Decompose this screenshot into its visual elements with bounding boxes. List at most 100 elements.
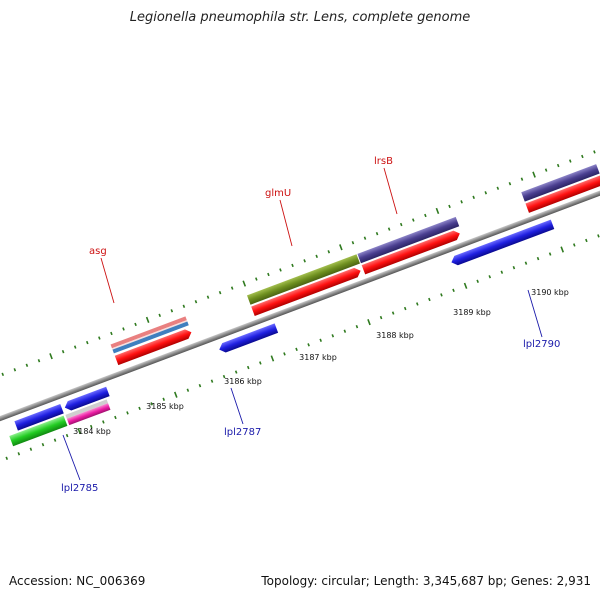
- upper-minor-tick: [303, 259, 306, 263]
- lower-minor-tick: [126, 411, 129, 415]
- lower-minor-tick: [379, 315, 383, 320]
- lower-minor-tick: [548, 252, 552, 256]
- upper-minor-tick: [327, 250, 331, 254]
- lower-minor-tick: [114, 415, 117, 420]
- gene-label-glmU: glmU: [265, 188, 291, 199]
- upper-minor-tick: [569, 159, 572, 163]
- lower-minor-tick: [295, 347, 298, 352]
- lpl2790-blue-gene: [451, 219, 555, 266]
- upper-minor-tick: [13, 368, 17, 372]
- lower-major-tick: [173, 391, 178, 398]
- upper-minor-tick: [158, 313, 162, 318]
- lower-minor-tick: [138, 406, 141, 411]
- asg-white-bar: [111, 320, 188, 350]
- glmU-leader: [279, 199, 293, 247]
- lpl2790-leader: [527, 289, 543, 338]
- upper-minor-tick: [593, 150, 596, 154]
- lower-minor-tick: [488, 275, 492, 279]
- upper-minor-tick: [448, 204, 451, 209]
- upper-minor-tick: [1, 372, 5, 377]
- lower-minor-tick: [307, 343, 310, 347]
- lower-minor-tick: [597, 234, 600, 238]
- upper-minor-tick: [134, 322, 137, 327]
- lower-minor-tick: [222, 374, 226, 379]
- lower-major-tick: [560, 246, 565, 253]
- upper-minor-tick: [25, 363, 29, 367]
- asg-steel-bar: [112, 321, 189, 354]
- gene-label-asg: asg: [89, 246, 107, 257]
- lower-tick-row: [5, 234, 600, 460]
- upper-minor-tick: [218, 290, 222, 295]
- lpl2785-magenta-gene: [66, 403, 111, 426]
- lower-minor-tick: [150, 402, 153, 406]
- asg-pink-bar: [110, 316, 187, 349]
- lower-major-tick: [463, 282, 468, 289]
- lower-minor-tick: [428, 297, 431, 302]
- lower-minor-tick: [500, 270, 504, 274]
- upper-minor-tick: [508, 182, 512, 186]
- upper-minor-tick: [460, 200, 463, 204]
- upper-major-tick: [49, 353, 53, 360]
- upper-minor-tick: [387, 227, 391, 231]
- lower-minor-tick: [198, 383, 202, 388]
- upper-minor-tick: [182, 304, 186, 308]
- lower-minor-tick: [331, 334, 335, 338]
- scale-label: 3190 kbp: [531, 288, 569, 297]
- upper-minor-tick: [85, 340, 89, 345]
- upper-minor-tick: [194, 300, 198, 304]
- upper-minor-tick: [556, 163, 560, 168]
- lower-minor-tick: [536, 256, 540, 261]
- lower-major-tick: [77, 427, 82, 435]
- lrsB-leader: [383, 167, 398, 215]
- lower-minor-tick: [210, 379, 214, 383]
- lower-major-tick: [367, 319, 371, 326]
- lower-minor-tick: [102, 420, 105, 424]
- lpl2785-leader: [62, 434, 81, 481]
- left-green-gene: [9, 415, 68, 447]
- upper-tick-row: [1, 150, 596, 377]
- glmU-red-cds: [251, 267, 361, 316]
- lower-minor-tick: [585, 238, 588, 243]
- scale-label: 3185 kbp: [146, 402, 184, 411]
- upper-major-tick: [339, 244, 343, 251]
- lower-minor-tick: [283, 352, 286, 356]
- upper-major-tick: [242, 280, 247, 287]
- lower-minor-tick: [246, 365, 250, 370]
- gene-label-lpl2790: lpl2790: [523, 339, 560, 350]
- lower-minor-tick: [89, 424, 93, 429]
- upper-minor-tick: [581, 154, 584, 159]
- upper-minor-tick: [230, 286, 234, 290]
- lower-minor-tick: [186, 388, 190, 392]
- upper-minor-tick: [363, 236, 367, 240]
- upper-major-tick: [532, 171, 536, 178]
- lower-minor-tick: [355, 324, 359, 329]
- upper-minor-tick: [267, 272, 270, 277]
- upper-minor-tick: [424, 213, 427, 218]
- scale-label: 3189 kbp: [453, 308, 491, 317]
- upper-minor-tick: [484, 191, 488, 195]
- upper-minor-tick: [170, 309, 174, 313]
- gene-label-lpl2785: lpl2785: [61, 483, 98, 494]
- lrsB-red-cds: [361, 230, 460, 275]
- upper-minor-tick: [472, 195, 475, 200]
- lower-minor-tick: [440, 293, 443, 297]
- lower-minor-tick: [53, 438, 57, 442]
- lower-minor-tick: [524, 261, 528, 265]
- upper-minor-tick: [520, 177, 524, 181]
- upper-minor-tick: [496, 186, 500, 190]
- upper-minor-tick: [255, 277, 258, 281]
- upper-minor-tick: [110, 331, 113, 336]
- left-blue-gene-1: [14, 403, 64, 431]
- glmU-olive-bar: [246, 254, 361, 305]
- upper-major-tick: [145, 316, 150, 323]
- upper-minor-tick: [279, 268, 282, 272]
- left-blue-gene-2: [64, 386, 110, 411]
- lpl2787-leader: [230, 387, 244, 425]
- lower-minor-tick: [573, 243, 576, 247]
- map-title: Legionella pneumophila str. Lens, comple…: [129, 10, 471, 25]
- lower-minor-tick: [452, 288, 455, 293]
- upper-minor-tick: [412, 218, 415, 222]
- lower-minor-tick: [259, 361, 262, 365]
- lower-minor-tick: [65, 433, 69, 438]
